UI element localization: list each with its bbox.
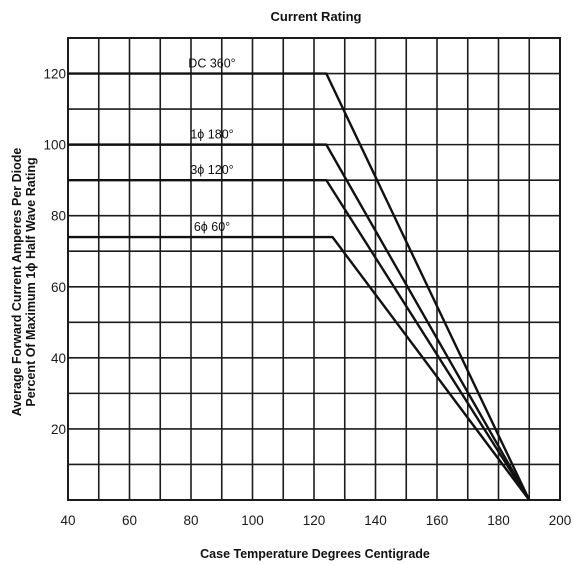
y-tick-label: 100 [43,138,66,153]
series-line-3 [68,235,531,501]
series-label-0: DC 360° [188,57,235,71]
chart-title: Current Rating [271,9,362,24]
x-tick-label: 80 [183,513,198,528]
y-tick-label: 120 [43,67,66,82]
y-axis-label-line2: Percent Of Maximum 1ϕ Half Wave Rating [24,157,38,406]
y-tick-label: 40 [51,351,66,366]
x-tick-label: 100 [241,513,264,528]
plot-frame [67,37,561,501]
series-lines: DC 360° 1ϕ 180° 3ϕ 120° 6ϕ 60° [68,57,531,501]
x-tick-label: 200 [549,513,572,528]
series-label-1: 1ϕ 180° [190,128,233,142]
y-tick-label: 60 [51,280,66,295]
x-tick-label: 140 [364,513,387,528]
x-axis-ticks: 40 60 80 100 120 140 160 180 200 [60,513,571,528]
x-tick-label: 160 [426,513,449,528]
y-tick-label: 20 [51,422,66,437]
series-label-3: 6ϕ 60° [194,220,230,234]
y-axis-ticks: 20 40 60 80 100 120 [43,67,66,437]
y-axis-label: Average Forward Current Amperes Per Diod… [10,148,38,417]
x-tick-label: 120 [303,513,326,528]
y-axis-label-line1: Average Forward Current Amperes Per Diod… [10,148,24,417]
x-tick-label: 60 [122,513,137,528]
x-tick-label: 180 [487,513,510,528]
series-label-2: 3ϕ 120° [190,163,233,177]
y-tick-label: 80 [51,209,66,224]
series-line-0 [68,72,531,501]
series-line-2 [68,178,531,501]
x-tick-label: 40 [60,513,75,528]
series-line-1 [68,143,531,501]
x-axis-label: Case Temperature Degrees Centigrade [200,547,430,561]
